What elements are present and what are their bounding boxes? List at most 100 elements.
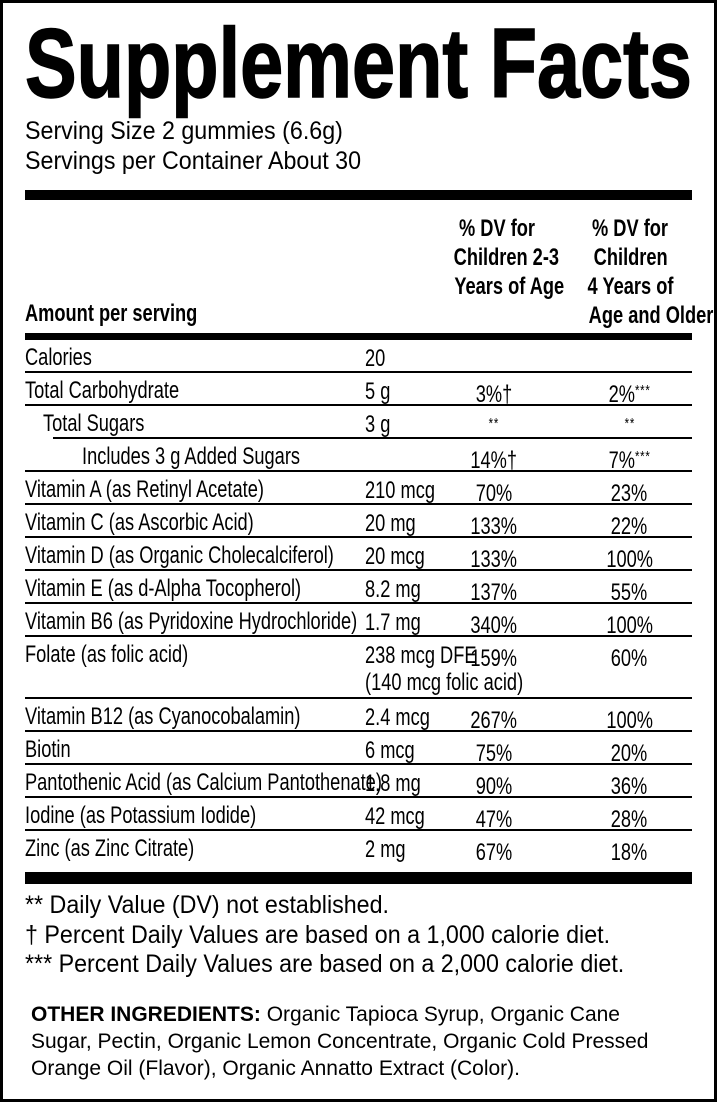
dv-value: 133% — [471, 543, 518, 572]
nutrient-name-cell: Biotin — [25, 732, 365, 765]
table-row: Total Sugars 3 g ** ** — [25, 406, 692, 439]
nutrient-name-cell: Vitamin D (as Organic Cholecalciferol) — [25, 538, 365, 571]
dv-children-2-3-cell: 133% — [445, 505, 543, 539]
nutrient-name-cell: Calories — [25, 340, 365, 373]
dv-children-2-3-cell: 90% — [445, 765, 543, 799]
dv-value: 2%*** — [609, 378, 651, 407]
servings-per-container-line: Servings per Container About 30 — [25, 147, 692, 177]
dv-value: 28% — [611, 803, 648, 832]
footnote: † Percent Daily Values are based on a 1,… — [25, 921, 692, 951]
dv-children-4-plus-cell: 28% — [543, 798, 692, 832]
dv-children-4-plus-cell — [543, 340, 692, 373]
divider-thick-bottom — [25, 872, 692, 884]
dv1-header-line: Years of Age — [454, 273, 565, 300]
dv-value-text: 23% — [611, 480, 648, 507]
nutrient-name-cell: Vitamin B6 (as Pyridoxine Hydrochloride) — [25, 604, 365, 637]
dv-children-2-3-cell: 47% — [445, 798, 543, 833]
amount-value: 1.8 mg — [365, 770, 421, 797]
dv-value: 55% — [611, 576, 648, 605]
dv-value: 137% — [471, 576, 518, 605]
amount-value: (140 mcg folic acid) — [365, 669, 524, 696]
dv1-header-line: % DV for — [458, 215, 535, 242]
nutrient-name: Includes 3 g Added Sugars — [82, 443, 301, 470]
amount-value: 210 mcg — [365, 477, 435, 504]
amount-cell: 2 mg — [365, 831, 445, 864]
dv-value-text: 47% — [475, 806, 513, 833]
table-row: Vitamin B6 (as Pyridoxine Hydrochloride)… — [25, 604, 692, 638]
dv-value-text: 340% — [470, 612, 518, 639]
nutrient-name: Vitamin E (as d-Alpha Tocopherol) — [25, 575, 302, 602]
dv2-header-line: % DV for — [592, 215, 669, 242]
amount-value: 2 mg — [365, 836, 406, 863]
amount-cell: 8.2 mg — [365, 571, 445, 604]
amount-cell: 238 mcg DFE (140 mcg folic acid) — [365, 637, 523, 699]
table-row: Iodine (as Potassium Iodide) 42 mcg 47% 28% — [25, 798, 692, 833]
amount-header-text: Amount per serving — [25, 300, 198, 327]
dv-value: 340% — [471, 609, 518, 638]
dv-value: 100% — [606, 609, 653, 638]
footnote-text: *** Percent Daily Values are based on a … — [25, 950, 625, 978]
amount-value: 1.7 mg — [365, 609, 421, 636]
table-row: Vitamin B12 (as Cyanocobalamin) 2.4 mcg 26… — [25, 699, 692, 733]
dv-value-text: 67% — [475, 839, 513, 866]
nutrient-name-cell: Vitamin C (as Ascorbic Acid) — [25, 505, 365, 538]
dv-value: 90% — [476, 770, 513, 799]
nutrient-name: Biotin — [25, 736, 71, 763]
nutrient-name-cell: Folate (as folic acid) — [25, 637, 365, 699]
footnotes: ** Daily Value (DV) not established. † P… — [25, 891, 692, 980]
dv-value-text: 70% — [475, 480, 513, 507]
dv-value: 67% — [476, 836, 513, 865]
dv2-header-line: Age and Older — [588, 302, 714, 329]
nutrient-name-cell: Zinc (as Zinc Citrate) — [25, 831, 365, 864]
label-title: Supplement Facts — [24, 7, 693, 119]
dv-value-text: 3%† — [475, 381, 513, 408]
dv-children-4-plus-header: % DV for Children 4 Years of Age and Old… — [557, 210, 714, 330]
dv-value-text: 36% — [611, 773, 648, 800]
dv2-header-line: Children — [593, 244, 668, 271]
amount-cell: 42 mcg — [365, 798, 445, 831]
dv-children-4-plus-cell: ** — [543, 406, 692, 439]
nutrient-name-cell: Vitamin E (as d-Alpha Tocopherol) — [25, 571, 365, 604]
other-ingredients-text: Organic Tapioca Syrup, Organic Cane Suga… — [31, 1002, 649, 1080]
table-row: Calories 20 — [25, 340, 692, 373]
nutrient-name-cell: Vitamin A (as Retinyl Acetate) — [25, 472, 365, 505]
amount-cell: 20 mcg — [365, 538, 445, 571]
dv-value-text: 159% — [470, 645, 518, 672]
dv-children-4-plus-cell: 22% — [543, 505, 692, 539]
footnote-text: ** Daily Value (DV) not established. — [25, 891, 390, 919]
nutrient-name: Folate (as folic acid) — [25, 641, 189, 668]
amount-value: 42 mcg — [365, 803, 425, 830]
dv-children-4-plus-cell: 23% — [543, 472, 692, 507]
dv-children-2-3-cell: 14%† — [445, 439, 543, 473]
dv-value-asterisks: ** — [624, 415, 635, 432]
dv-value-text: 60% — [611, 645, 648, 672]
dv-value-text: 75% — [475, 740, 513, 767]
dv-value-text: 7% — [608, 447, 635, 474]
nutrient-name: Vitamin D (as Organic Cholecalciferol) — [25, 542, 334, 569]
dv-children-2-3-cell: 133% — [445, 538, 543, 572]
table-row: Folate (as folic acid) 238 mcg DFE (140 mc… — [25, 637, 692, 699]
dv-children-2-3-cell: 70% — [445, 472, 543, 506]
dv-children-2-3-cell: ** — [445, 406, 543, 439]
dv2-header-line: 4 Years of — [587, 273, 674, 300]
dv-value: 100% — [606, 704, 653, 733]
dv1-header-line: Children 2-3 — [453, 244, 560, 271]
dv-value-text: 55% — [611, 579, 648, 606]
dv-children-4-plus-cell: 100% — [543, 604, 692, 638]
dv-value: 159% — [471, 642, 518, 671]
dv-children-2-3-cell — [445, 340, 543, 373]
dv-value-text: 90% — [475, 773, 513, 800]
divider-medium — [25, 333, 692, 340]
nutrient-name-cell: Includes 3 g Added Sugars — [25, 439, 365, 472]
dv-value-asterisks: ** — [488, 415, 500, 432]
nutrient-name: Total Sugars — [43, 410, 145, 437]
amount-value: 6 mcg — [365, 737, 415, 764]
dv-children-4-plus-cell: 20% — [543, 732, 692, 766]
amount-value: 5 g — [365, 378, 391, 405]
dv-value: 36% — [611, 770, 648, 799]
dv-value-text: 137% — [470, 579, 518, 606]
dv-value-text: 18% — [611, 839, 648, 866]
dv-children-2-3-cell: 159% — [445, 637, 543, 699]
dv-value: 70% — [476, 477, 513, 506]
nutrient-name-cell: Pantothenic Acid (as Calcium Pantothenat… — [25, 765, 382, 798]
